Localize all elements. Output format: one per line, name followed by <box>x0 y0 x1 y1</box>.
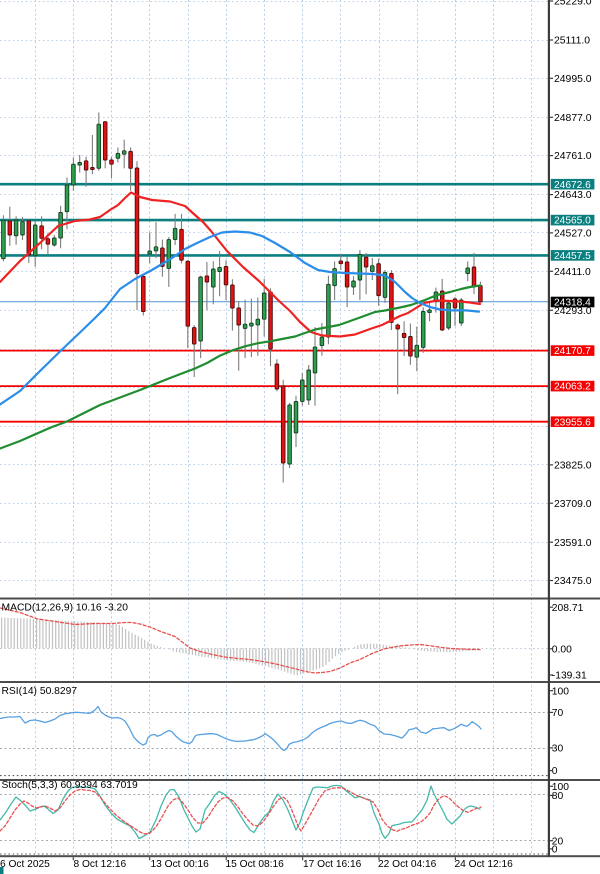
svg-text:0: 0 <box>552 766 558 777</box>
svg-text:24318.4: 24318.4 <box>554 298 591 309</box>
svg-text:23955.6: 23955.6 <box>554 417 591 428</box>
svg-text:Stoch(5,3,3) 60.9394 63.7019: Stoch(5,3,3) 60.9394 63.7019 <box>2 780 139 791</box>
svg-text:23591.0: 23591.0 <box>554 538 592 549</box>
svg-text:30: 30 <box>552 744 564 755</box>
svg-text:17 Oct 16:16: 17 Oct 16:16 <box>303 859 362 870</box>
svg-text:MACD(12,26,9) 10.16 -3.20: MACD(12,26,9) 10.16 -3.20 <box>2 602 129 613</box>
svg-text:RSI(14) 50.8297: RSI(14) 50.8297 <box>2 686 78 697</box>
svg-text:20: 20 <box>552 836 564 847</box>
svg-text:24672.6: 24672.6 <box>554 180 591 191</box>
svg-text:6 Oct 2025: 6 Oct 2025 <box>0 859 50 870</box>
svg-text:24170.7: 24170.7 <box>554 346 591 357</box>
svg-text:208.71: 208.71 <box>552 603 584 614</box>
svg-text:23825.0: 23825.0 <box>554 461 592 472</box>
svg-text:13 Oct 00:16: 13 Oct 00:16 <box>151 859 210 870</box>
svg-text:0: 0 <box>552 845 558 856</box>
svg-text:23475.0: 23475.0 <box>554 576 592 587</box>
svg-text:24293.0: 24293.0 <box>554 306 592 317</box>
svg-text:15 Oct 08:16: 15 Oct 08:16 <box>226 859 285 870</box>
svg-text:23709.0: 23709.0 <box>554 499 592 510</box>
svg-text:24995.0: 24995.0 <box>554 74 592 85</box>
svg-text:70: 70 <box>552 708 564 719</box>
svg-text:80: 80 <box>552 791 564 802</box>
svg-text:24877.0: 24877.0 <box>554 113 592 124</box>
svg-text:24643.0: 24643.0 <box>554 190 592 201</box>
svg-text:24 Oct 12:16: 24 Oct 12:16 <box>455 859 514 870</box>
svg-text:100: 100 <box>552 686 569 697</box>
svg-text:24457.5: 24457.5 <box>554 251 591 262</box>
svg-text:24527.0: 24527.0 <box>554 229 592 240</box>
svg-text:24411.0: 24411.0 <box>554 267 591 278</box>
svg-text:-139.31: -139.31 <box>552 671 587 682</box>
svg-text:24565.0: 24565.0 <box>554 216 591 227</box>
svg-text:25111.0: 25111.0 <box>554 36 590 47</box>
svg-text:24063.2: 24063.2 <box>554 382 591 393</box>
svg-text:0.00: 0.00 <box>552 644 572 655</box>
svg-text:100: 100 <box>552 782 569 793</box>
svg-text:22 Oct 04:16: 22 Oct 04:16 <box>378 859 437 870</box>
svg-text:8 Oct 12:16: 8 Oct 12:16 <box>74 859 127 870</box>
svg-text:25229.0: 25229.0 <box>554 0 592 8</box>
svg-text:24761.0: 24761.0 <box>554 151 592 162</box>
